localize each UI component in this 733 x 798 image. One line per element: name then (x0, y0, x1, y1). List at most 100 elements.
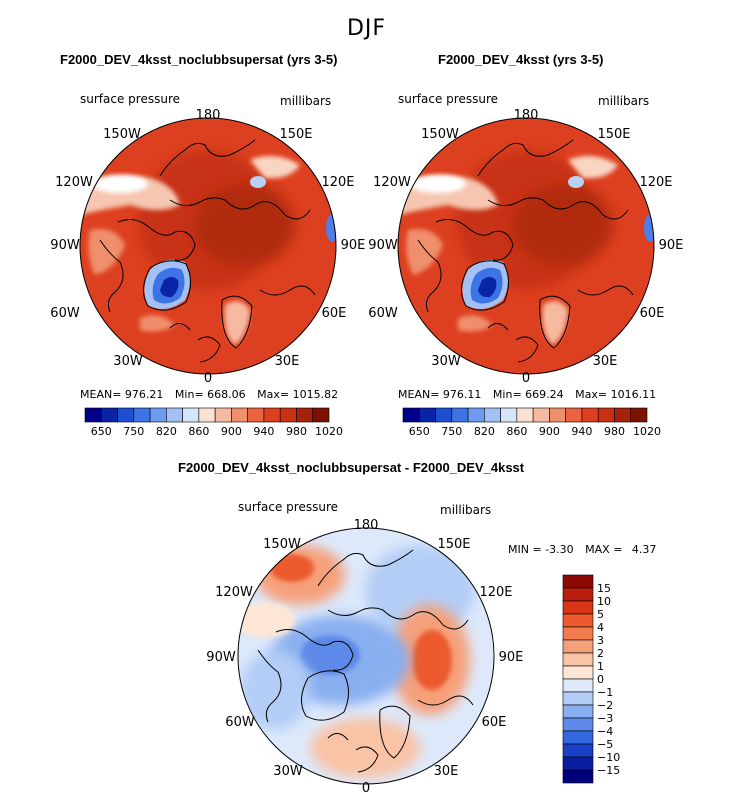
panel1-colorbar-swatch-3 (133, 407, 151, 423)
panel1-colorbar-swatch-4 (149, 407, 167, 423)
panel3-lon-60E: 60E (482, 715, 507, 730)
panel1-variable-label: surface pressure (80, 92, 180, 106)
panel2-lon-0: 0 (522, 371, 530, 386)
panel3-colorbar-tick-9: −2 (597, 699, 613, 712)
panel1-lon-30E: 30E (275, 354, 300, 369)
panel2-title: F2000_DEV_4ksst (yrs 3-5) (438, 52, 604, 67)
panel3-nw-redcore (270, 554, 314, 582)
panel3-colorbar-tick-2: 5 (597, 608, 604, 621)
panel2-lon-labels: 180 150E 120E 90E 60E 30E 0 30W 60W 90W … (368, 108, 683, 386)
panel2-map-border (397, 117, 655, 375)
panel3-colorbar-swatch-15 (562, 769, 594, 784)
panel3-lon-150E: 150E (437, 537, 470, 552)
panel3-lon-30W: 30W (273, 764, 303, 779)
panel2-colorbar-swatch-4 (467, 407, 485, 423)
panel2-variable-label: surface pressure (398, 92, 498, 106)
panel3-lon-90W: 90W (206, 650, 236, 665)
panel1-lon-60E: 60E (322, 306, 347, 321)
panel3-lon-150W: 150W (263, 537, 301, 552)
panel2-colorbar-ticks: 650 750 820 860 900 940 980 1020 (409, 425, 661, 438)
panel3-colorbar-swatch-12 (562, 730, 594, 745)
panel3-colorbar-tick-0: 15 (597, 582, 611, 595)
panel2-greenland-core (478, 277, 497, 298)
panel2-mean-label: MEAN= (398, 388, 440, 401)
panel2-lon-90E: 90E (659, 238, 684, 253)
panel1-map-border (79, 117, 337, 375)
panel1-colorbar-tick-0: 650 (91, 425, 112, 438)
panel2-colorbar-swatch-7 (516, 407, 534, 423)
panel1-mean-value: 976.21 (124, 388, 164, 401)
panel2-lon-120E: 120E (639, 175, 672, 190)
panel1-min-label: Min= (174, 388, 204, 401)
panel3-colorbar-swatch-7 (562, 665, 594, 680)
panel3-colorbar-swatch-11 (562, 717, 594, 732)
panel1-field (80, 118, 336, 374)
panel2-units-label: millibars (598, 94, 650, 108)
panel2-aleutian-light (410, 175, 466, 193)
panel3-lon-labels: 180 150E 120E 90E 60E 30E 0 30W 60W 90W … (206, 518, 523, 796)
panel3-coastlines (257, 549, 474, 773)
panel3-min-value: -3.30 (545, 543, 574, 556)
panel1-colorbar-tick-7: 1020 (315, 425, 343, 438)
panel3-west-light (238, 602, 295, 638)
panel3-colorbar-tick-10: −3 (597, 712, 613, 725)
panel2-colorbar-swatch-10 (565, 407, 583, 423)
panel2-colorbar-swatch-14 (630, 407, 648, 423)
panel1-units-label: millibars (280, 94, 332, 108)
panel2-colorbar-swatch-9 (549, 407, 566, 423)
panel3-colorbar-swatch-14 (562, 756, 594, 771)
panel1-colorbar-tick-3: 860 (188, 425, 209, 438)
panel2-field (398, 118, 654, 374)
panel1-lon-labels: 180 150E 120E 90E 60E 30E 0 30W 60W 90W … (50, 108, 365, 386)
panel3-map-border (237, 527, 495, 785)
panel2-colorbar-swatch-11 (581, 407, 599, 423)
panel1-colorbar-swatch-5 (166, 407, 183, 423)
panel2-lon-150W: 150W (421, 127, 459, 142)
panel2-coastlines (417, 139, 634, 363)
panel1-colorbar-tick-4: 900 (221, 425, 242, 438)
panel1-lon-90W: 90W (50, 238, 80, 253)
panel3-colorbar-tick-3: 4 (597, 621, 604, 634)
panel1-colorbar-swatch-11 (263, 407, 281, 423)
panel2-lon-30E: 30E (593, 354, 618, 369)
panel2-colorbar-tick-7: 1020 (633, 425, 661, 438)
panel1-colorbar-tick-1: 750 (123, 425, 144, 438)
panel2-max-value: 1016.11 (610, 388, 657, 401)
panel1-siberian-high (195, 185, 295, 265)
panel1-lon-90E: 90E (341, 238, 366, 253)
panel2-mean-value: 976.11 (442, 388, 482, 401)
panel1-max-value: 1015.82 (292, 388, 339, 401)
panel2-colorbar-swatch-3 (451, 407, 469, 423)
panel1-colorbar-swatch-6 (182, 407, 200, 423)
panel1-colorbar-tick-5: 940 (253, 425, 274, 438)
panel1-colorbar-swatch-12 (279, 407, 297, 423)
panel1-lon-0: 0 (204, 371, 212, 386)
panel3-colorbar-swatch-13 (562, 743, 594, 758)
panel2-min-value: 669.24 (525, 388, 564, 401)
panel3-colorbar-tick-11: −4 (597, 725, 613, 738)
panel2-max-label: Max= (575, 388, 608, 401)
panel1-min-value: 668.06 (207, 388, 246, 401)
panel3-units-label: millibars (440, 503, 492, 517)
panel1-colorbar-swatch-10 (247, 407, 265, 423)
panel3-colorbar-swatch-5 (562, 639, 594, 654)
panel3-colorbar-tick-4: 3 (597, 634, 604, 647)
panel2-siberian-high (513, 185, 613, 265)
panel1-colorbar-swatch-13 (296, 407, 314, 423)
panel2-iceland-mid (458, 315, 493, 332)
panel3-colorbar-swatch-1 (562, 587, 594, 602)
panel2-lon-60E: 60E (640, 306, 665, 321)
panel2-scandinavia-light (542, 301, 568, 345)
panel3-lon-120W: 120W (215, 585, 253, 600)
panel2-colorbar-swatch-12 (597, 407, 615, 423)
panel1-canada-mid (88, 229, 125, 275)
panel2-colorbar-swatch-13 (614, 407, 632, 423)
panel1-lon-120W: 120W (55, 175, 93, 190)
panel2-min-label: Min= (492, 388, 522, 401)
panel1-colorbar-swatch-2 (117, 407, 135, 423)
panel1-coastlines (99, 139, 316, 363)
panel1-iceland-mid (140, 315, 175, 332)
panel3-arctic-bluecore (300, 635, 360, 675)
panel2-lon-120W: 120W (373, 175, 411, 190)
